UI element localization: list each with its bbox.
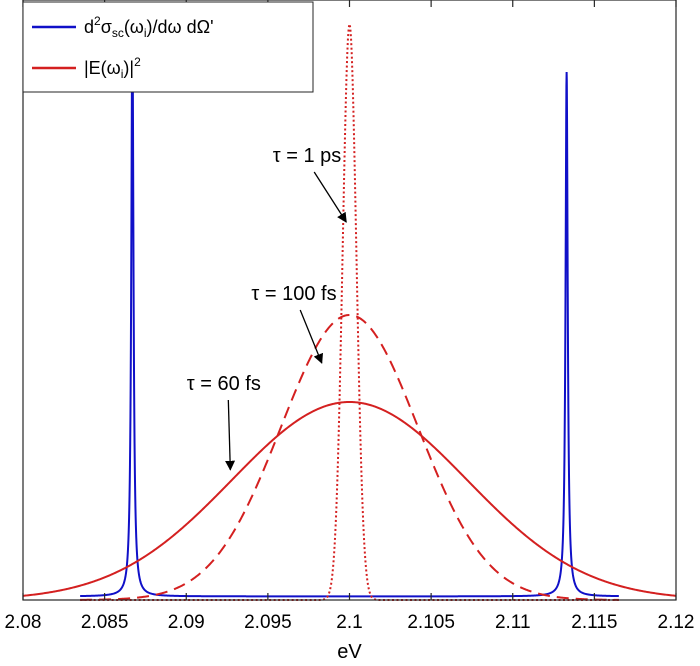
x-tick-label: 2.11 [495, 612, 531, 633]
annotation-label-1: τ = 100 fs [251, 283, 336, 305]
series-layer [22, 17, 677, 601]
x-tick-label: 2.115 [571, 612, 617, 633]
legend: d2σsc(ωi)/dω dΩ' |E(ωi)|2 [22, 1, 314, 93]
x-tick-label: 2.085 [81, 612, 129, 633]
x-tick-label: 2.105 [407, 612, 455, 633]
legend-box [22, 1, 314, 93]
series-line-0 [80, 17, 619, 598]
series-line-1 [80, 23, 619, 601]
legend-label-field: |E(ωi)|2 [84, 55, 141, 81]
x-tick-label: 2.09 [168, 612, 205, 633]
x-tick-label: 2.12 [658, 612, 695, 633]
legend-label-scattering: d2σsc(ωi)/dω dΩ' [84, 14, 214, 40]
annotation-arrow-2 [225, 399, 236, 471]
annotation-label-0: τ = 1 ps [273, 145, 342, 167]
annotation-arrow-1 [299, 309, 323, 364]
x-axis-label: eV [337, 641, 362, 663]
x-tick-label: 2.095 [244, 612, 292, 633]
annotations: τ = 1 ps τ = 100 fs τ = 60 fs [187, 145, 347, 471]
x-axis: 2.08 2.085 2.09 2.095 2.1 2.105 2.11 2.115 2.12 [5, 0, 695, 633]
annotation-label-2: τ = 60 fs [187, 373, 261, 395]
series-line-2 [80, 313, 619, 601]
x-tick-label: 2.1 [336, 612, 362, 633]
annotation-arrow-0 [313, 171, 347, 223]
series-line-3 [22, 400, 677, 597]
x-tick-label: 2.08 [5, 612, 42, 633]
